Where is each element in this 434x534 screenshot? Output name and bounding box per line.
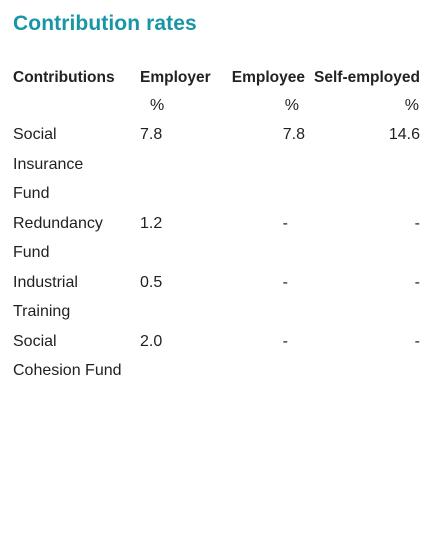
cell-employer-rate: 7.8 — [140, 126, 163, 143]
cell-employee-rate: 7.8 — [282, 126, 305, 143]
cell-self-employed-rate: 14.6 — [388, 126, 420, 143]
cell-contribution-name: Industrial Training — [13, 273, 78, 321]
header-employer: Employer — [140, 69, 211, 86]
unit-employee: % — [284, 97, 299, 114]
unit-employer: % — [150, 97, 165, 114]
header-employee: Employee — [231, 69, 305, 86]
cell-self-employed-rate: - — [414, 273, 420, 291]
cell-employee-rate: - — [282, 273, 288, 291]
page-title: Contribution rates — [13, 12, 197, 35]
table-row: Social Insurance Fund 7.8 7.8 14.6 — [13, 120, 420, 209]
header-contributions: Contributions — [13, 69, 115, 86]
unit-contributions — [13, 92, 140, 120]
cell-contribution-name: Redundancy Fund — [13, 214, 103, 262]
cell-employer-rate: 0.5 — [140, 273, 163, 291]
header-self-employed: Self-employed — [314, 69, 420, 86]
cell-employer-rate: 1.2 — [140, 214, 163, 232]
cell-employer-rate: 2.0 — [140, 332, 163, 350]
table-header-row: Contributions Employer Employee Self-emp… — [13, 64, 420, 92]
cell-employee-rate: - — [282, 332, 288, 350]
table-row: Social Cohesion Fund 2.0 - - — [13, 327, 420, 386]
cell-employee-rate: - — [282, 214, 288, 232]
unit-self-employed: % — [404, 97, 419, 114]
units-row: % % % — [13, 92, 420, 120]
cell-contribution-name: Social Insurance Fund — [13, 126, 84, 202]
contribution-rates-table: Contributions Employer Employee Self-emp… — [13, 64, 420, 386]
table-row: Redundancy Fund 1.2 - - — [13, 209, 420, 268]
table-row: Industrial Training 0.5 - - — [13, 268, 420, 327]
cell-self-employed-rate: - — [414, 332, 420, 350]
cell-self-employed-rate: - — [414, 214, 420, 232]
cell-contribution-name: Social Cohesion Fund — [13, 332, 122, 380]
